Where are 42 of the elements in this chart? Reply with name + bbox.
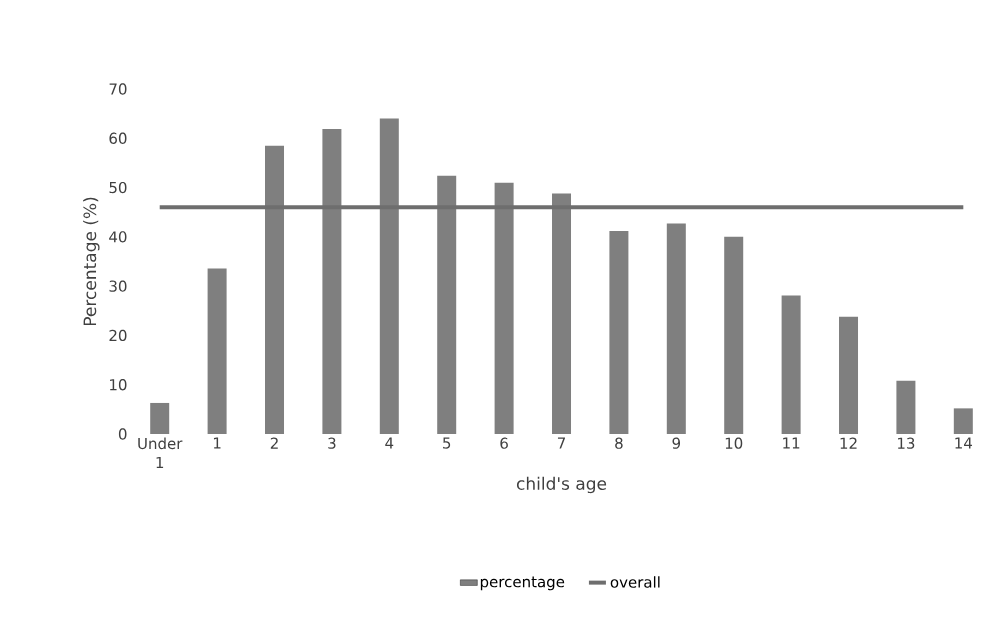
y-tick-label: 70	[109, 83, 127, 95]
bar	[379, 118, 399, 434]
x-axis-title: child's age	[516, 476, 607, 494]
bar	[724, 236, 744, 434]
bar	[322, 128, 342, 434]
legend-label: percentage	[480, 576, 565, 591]
y-tick-label: 40	[109, 231, 127, 243]
bar	[150, 402, 170, 434]
y-tick-label: 50	[109, 181, 127, 194]
bar	[552, 193, 572, 434]
x-tick-label: 7	[557, 437, 565, 449]
x-tick-label: 6	[500, 437, 508, 449]
bar	[494, 182, 514, 434]
x-tick-label: 11	[783, 437, 800, 449]
x-tick-label: 10	[725, 437, 743, 449]
x-tick-label: 2	[270, 437, 278, 449]
bar	[207, 268, 227, 434]
x-tick-label: 8	[615, 437, 623, 449]
bar	[953, 408, 973, 434]
x-tick-label: 3	[328, 437, 336, 449]
y-tick-label: 30	[109, 280, 127, 292]
bar	[781, 295, 801, 434]
bar	[666, 223, 686, 434]
y-tick-label: 60	[109, 132, 127, 144]
x-tick-label: 14	[955, 437, 973, 449]
y-tick-label: 20	[109, 329, 127, 342]
bar	[265, 145, 284, 434]
legend-label: overall	[610, 576, 660, 588]
x-tick-label: 13	[898, 437, 915, 449]
x-tick-label: 12	[840, 437, 857, 449]
x-tick-label: Under 1	[138, 437, 183, 468]
y-tick-label: 0	[118, 428, 127, 440]
x-tick-label: 1	[213, 437, 221, 449]
y-tick-label: 10	[110, 379, 127, 391]
bar	[609, 230, 629, 434]
x-tick-label: 4	[385, 437, 394, 449]
y-axis-title: Percentage (%)	[83, 197, 100, 326]
x-tick-label: 5	[443, 437, 451, 449]
bar	[896, 380, 916, 434]
bar	[839, 316, 859, 434]
x-tick-label: 9	[672, 437, 681, 449]
bar	[437, 175, 457, 434]
